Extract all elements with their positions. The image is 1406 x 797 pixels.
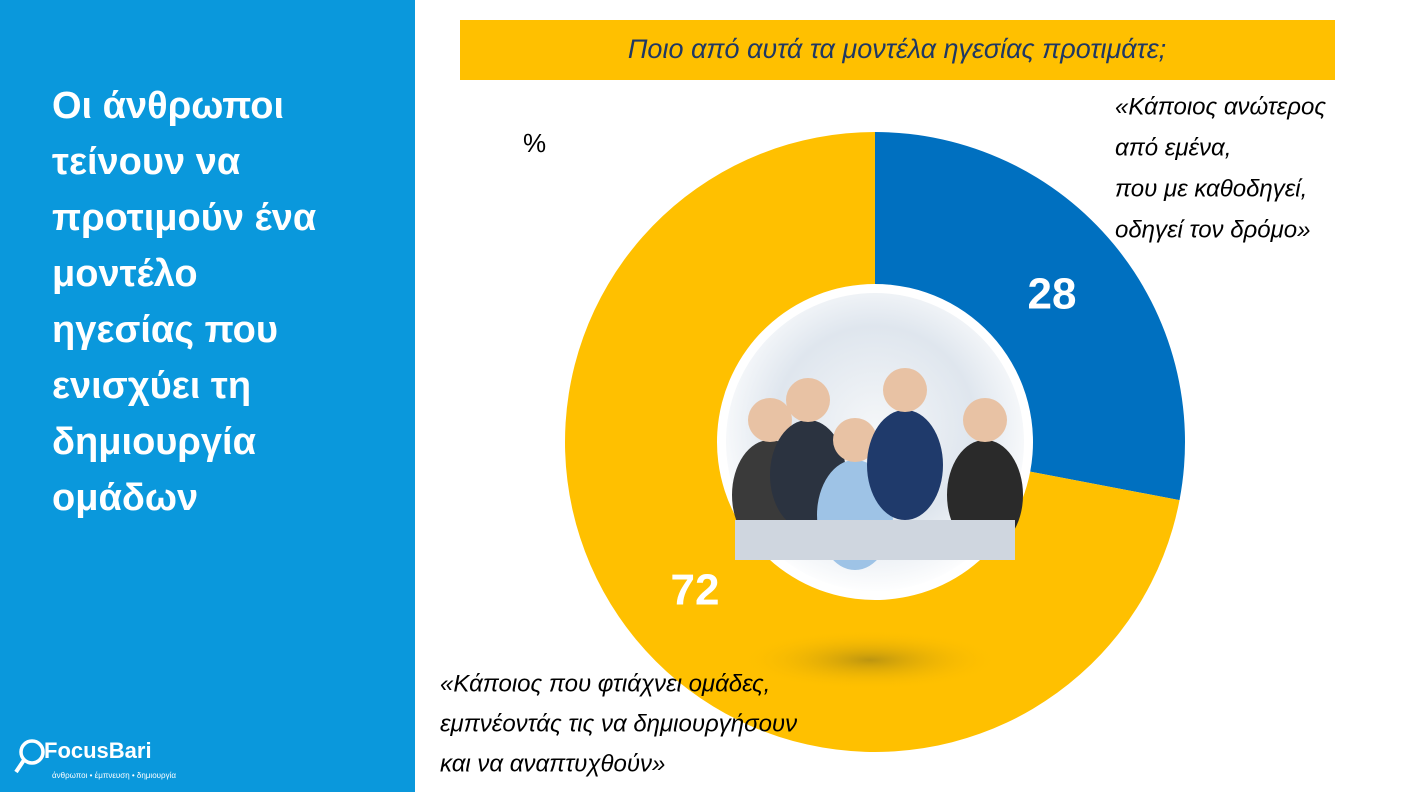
headline-line: Οι άνθρωποι xyxy=(52,85,284,127)
category-label: οδηγεί τον δρόμο» xyxy=(1115,216,1310,243)
category-label: «Κάποιος ανώτερος xyxy=(1115,93,1326,120)
logo-icon xyxy=(19,739,45,765)
headline-line: ηγεσίας που xyxy=(52,309,278,351)
category-label: που με καθοδηγεί, xyxy=(1115,175,1307,202)
photo-head xyxy=(883,368,927,412)
photo-person xyxy=(867,410,943,520)
donut-slice xyxy=(564,132,1180,752)
headline-line: δημιουργία xyxy=(52,421,256,463)
headline-line: ενισχύει τη xyxy=(52,365,251,407)
category-label: εμπνέοντάς τις να δημιουργήσουν xyxy=(440,710,797,737)
title-bar xyxy=(460,20,1335,80)
category-label: από εμένα, xyxy=(1115,134,1231,161)
logo-text: FocusBari xyxy=(44,738,152,763)
photo-head xyxy=(963,398,1007,442)
photo-shadow xyxy=(740,630,1000,690)
photo-head xyxy=(833,418,877,462)
headline-line: τείνουν να xyxy=(52,141,240,183)
category-label: και να αναπτυχθούν» xyxy=(440,750,665,777)
logo-tagline: άνθρωποι • έμπνευση • δημιουργία xyxy=(52,771,176,780)
data-label: 72 xyxy=(671,566,720,615)
unit-label: % xyxy=(523,128,546,158)
category-label: «Κάποιος που φτιάχνει ομάδες, xyxy=(440,670,770,697)
headline-line: μοντέλο xyxy=(52,253,198,295)
donut-slice xyxy=(875,132,1185,501)
chart-title: Ποιο από αυτά τα μοντέλα ηγεσίας προτιμά… xyxy=(628,34,1166,64)
sidebar-bg xyxy=(0,0,415,792)
headline-line: ομάδων xyxy=(52,477,198,519)
photo-table xyxy=(735,520,1015,560)
logo-icon-handle xyxy=(14,758,26,774)
logo: FocusBari άνθρωποι • έμπνευση • δημιουργ… xyxy=(14,738,176,780)
photo-head xyxy=(748,398,792,442)
headline-line: προτιμούν ένα xyxy=(52,197,316,239)
photo-head xyxy=(786,378,830,422)
data-label: 28 xyxy=(1028,270,1077,319)
